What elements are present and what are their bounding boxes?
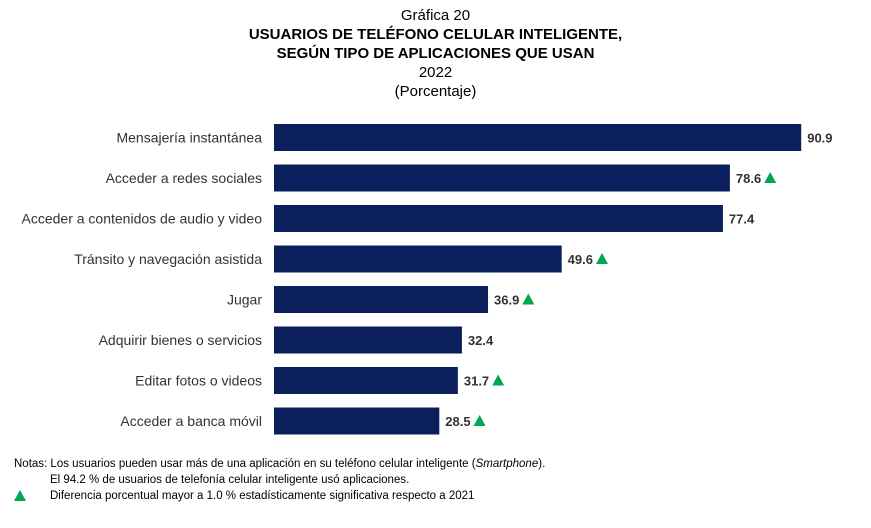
category-label: Adquirir bienes o servicios (99, 332, 262, 348)
bar (274, 286, 489, 313)
significance-triangle-icon (473, 415, 486, 426)
value-label: 78.6 (736, 171, 761, 186)
chart-title-line-1: USUARIOS DE TELÉFONO CELULAR INTELIGENTE… (248, 26, 623, 43)
notes: Notas: Los usuarios pueden usar más de u… (14, 456, 545, 504)
category-label: Mensajería instantánea (116, 130, 262, 146)
note-line-1-text: Notas: Los usuarios pueden usar más de u… (14, 458, 476, 470)
note-line-1: Notas: Los usuarios pueden usar más de u… (14, 456, 545, 472)
note-line-2: El 94.2 % de usuarios de telefonía celul… (50, 474, 410, 486)
note-line-3: Diferencia porcentual mayor a 1.0 % esta… (14, 488, 545, 504)
bar-chart: Mensajería instantánea 90.9 Acceder a rede… (22, 124, 833, 435)
value-label: 36.9 (494, 293, 519, 308)
value-label: 32.4 (468, 333, 494, 348)
chart-title-line-2: SEGÚN TIPO DE APLICACIONES QUE USAN (276, 45, 595, 62)
category-label: Tránsito y navegación asistida (74, 251, 262, 267)
value-label: 31.7 (464, 374, 489, 389)
bar (274, 245, 562, 273)
bar (274, 367, 458, 394)
chart-unit: (Porcentaje) (394, 83, 477, 100)
category-label: Acceder a contenidos de audio y video (22, 211, 263, 227)
significance-triangle-icon (595, 253, 608, 264)
category-label: Acceder a redes sociales (106, 170, 262, 186)
category-label: Editar fotos o videos (135, 373, 262, 389)
category-label: Jugar (227, 292, 262, 308)
bar (274, 164, 730, 192)
note-line-1-end: ). (538, 458, 546, 470)
value-label: 90.9 (807, 131, 832, 146)
significance-triangle-icon (14, 490, 26, 501)
value-label: 49.6 (568, 252, 593, 267)
bar (274, 326, 462, 354)
value-label: 77.4 (729, 212, 755, 227)
bar (274, 205, 723, 232)
bar (274, 124, 802, 151)
significance-triangle-icon (764, 172, 777, 183)
chart-header: Gráfica 20 USUARIOS DE TELÉFONO CELULAR … (0, 6, 871, 101)
significance-triangle-icon (492, 374, 505, 386)
significance-triangle-icon (522, 293, 535, 305)
chart-year: 2022 (418, 64, 453, 81)
category-label: Acceder a banca móvil (120, 413, 262, 429)
bar (274, 407, 440, 435)
value-label: 28.5 (445, 414, 470, 429)
note-line-3-text: Diferencia porcentual mayor a 1.0 % esta… (50, 490, 475, 502)
chart-number: Gráfica 20 (400, 7, 471, 24)
note-line-1-emphasis: Smartphone (475, 458, 539, 470)
